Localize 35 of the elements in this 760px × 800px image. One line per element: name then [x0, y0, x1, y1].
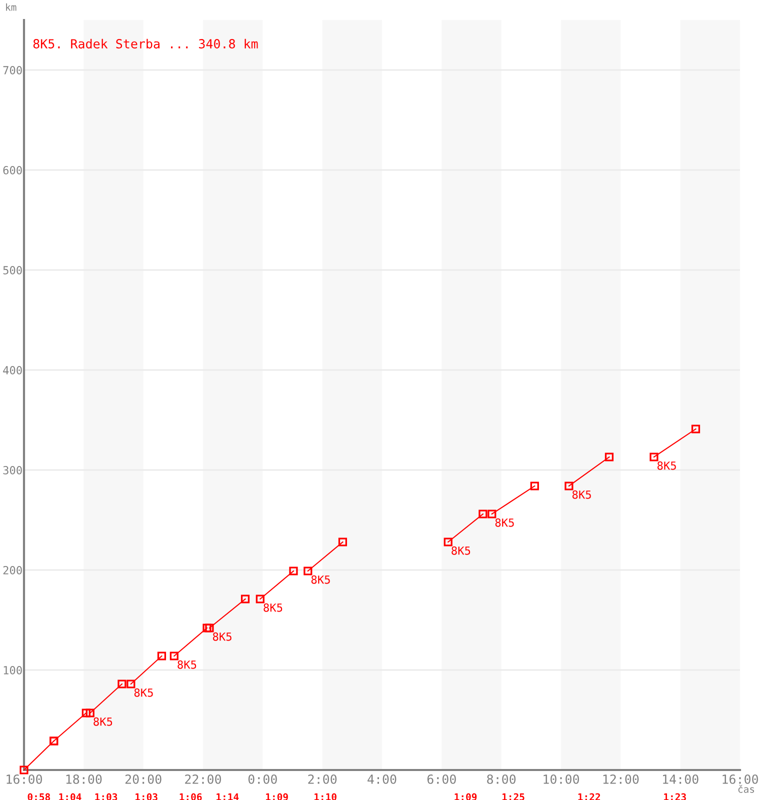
- x-tick-label: 8:00: [487, 774, 516, 784]
- y-tick-label: 300: [3, 466, 22, 474]
- x-tick-label: 20:00: [125, 774, 162, 784]
- annotation: 8K5: [572, 490, 591, 499]
- x-tick-label: 0:00: [248, 774, 277, 784]
- x-tick-label: 22:00: [185, 774, 222, 784]
- annotation: 8K5: [94, 717, 112, 726]
- y-axis-title: km: [6, 3, 16, 11]
- annotation: 8K5: [495, 518, 514, 527]
- annotation: 8K5: [311, 575, 330, 584]
- annotation: 8K5: [264, 603, 282, 612]
- x-axis-title: čas: [738, 784, 754, 793]
- y-tick-label: 200: [3, 566, 22, 574]
- x-tick-label: 14:00: [663, 774, 698, 784]
- text: 8K5. Radek Sterba ... 340.8 km: [33, 38, 258, 48]
- x-tick-label: 6:00: [427, 774, 456, 784]
- x-tick-label: 16:00: [722, 774, 758, 784]
- y-tick-label: 500: [3, 266, 22, 274]
- x-tick-label: 12:00: [603, 774, 639, 784]
- y-tick-label: 100: [4, 666, 22, 674]
- annotation: 8K5: [452, 546, 470, 555]
- x-tick-label: 10:00: [544, 774, 580, 784]
- text: 1:14: [216, 793, 239, 800]
- x-tick-label: 2:00: [308, 774, 337, 784]
- text: 1:22: [578, 793, 600, 800]
- x-tick-label: 16:00: [6, 774, 42, 784]
- y-tick-label: 700: [3, 66, 22, 74]
- x-tick-label: 18:00: [66, 774, 102, 784]
- annotation: 8K5: [212, 632, 232, 641]
- annotation: 8K5: [178, 660, 196, 669]
- y-tick-label: 400: [3, 366, 22, 374]
- annotation: 8K5: [657, 461, 676, 470]
- annotation: 8K5: [134, 688, 153, 697]
- y-tick-label: 600: [3, 166, 22, 174]
- x-tick-label: 4:00: [368, 774, 396, 784]
